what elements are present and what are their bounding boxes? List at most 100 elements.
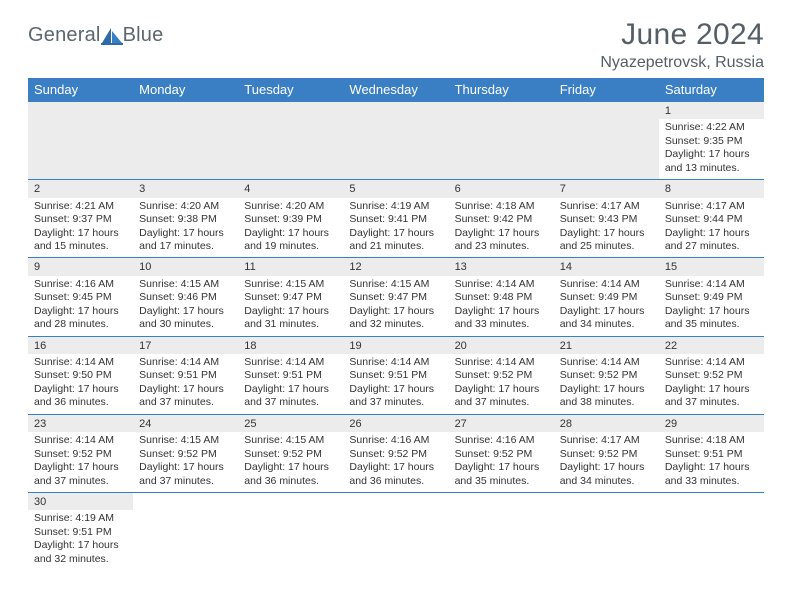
week-row: 2Sunrise: 4:21 AMSunset: 9:37 PMDaylight…	[28, 180, 764, 258]
location: Nyazepetrovsk, Russia	[600, 54, 764, 72]
day-number: 23	[34, 418, 46, 430]
dayhead-fri: Friday	[554, 78, 659, 102]
brand-text-b: Blue	[123, 24, 164, 47]
day-cell: 11Sunrise: 4:15 AMSunset: 9:47 PMDayligh…	[238, 258, 343, 336]
day-cell: 24Sunrise: 4:15 AMSunset: 9:52 PMDayligh…	[133, 414, 238, 492]
sunrise-line: Sunrise: 4:15 AM	[349, 278, 442, 291]
month-title: June 2024	[600, 18, 764, 52]
dayhead-mon: Monday	[133, 78, 238, 102]
day-number: 9	[34, 261, 40, 273]
daylight-line: Daylight: 17 hours and 13 minutes.	[665, 148, 758, 175]
week-row: 9Sunrise: 4:16 AMSunset: 9:45 PMDaylight…	[28, 258, 764, 336]
day-number: 28	[560, 418, 572, 430]
day-number: 21	[560, 340, 572, 352]
sunset-line: Sunset: 9:41 PM	[349, 213, 442, 226]
sunrise-line: Sunrise: 4:14 AM	[665, 356, 758, 369]
day-cell	[133, 492, 238, 570]
day-number: 16	[34, 340, 46, 352]
sunrise-line: Sunrise: 4:17 AM	[560, 200, 653, 213]
day-cell: 17Sunrise: 4:14 AMSunset: 9:51 PMDayligh…	[133, 336, 238, 414]
week-row: 1 Sunrise: 4:22 AMSunset: 9:35 PMDaylight…	[28, 102, 764, 180]
calendar-grid: Sunday Monday Tuesday Wednesday Thursday…	[28, 78, 764, 570]
sunrise-line: Sunrise: 4:14 AM	[349, 356, 442, 369]
day-number: 6	[455, 183, 461, 195]
sunset-line: Sunset: 9:48 PM	[455, 291, 548, 304]
sunset-line: Sunset: 9:35 PM	[665, 135, 758, 148]
sunset-line: Sunset: 9:39 PM	[244, 213, 337, 226]
day-cell	[133, 102, 238, 180]
header: General Blue June 2024 Nyazepetrovsk, Ru…	[28, 18, 764, 72]
daylight-line: Daylight: 17 hours and 36 minutes.	[349, 461, 442, 488]
sunset-line: Sunset: 9:45 PM	[34, 291, 127, 304]
sunset-line: Sunset: 9:52 PM	[560, 369, 653, 382]
sunrise-line: Sunrise: 4:22 AM	[665, 121, 758, 134]
day-cell: 7Sunrise: 4:17 AMSunset: 9:43 PMDaylight…	[554, 180, 659, 258]
daylight-line: Daylight: 17 hours and 33 minutes.	[455, 305, 548, 332]
day-cell	[554, 102, 659, 180]
sunset-line: Sunset: 9:49 PM	[560, 291, 653, 304]
sunrise-line: Sunrise: 4:18 AM	[455, 200, 548, 213]
day-number: 19	[349, 340, 361, 352]
sunset-line: Sunset: 9:42 PM	[455, 213, 548, 226]
day-cell: 26Sunrise: 4:16 AMSunset: 9:52 PMDayligh…	[343, 414, 448, 492]
sunset-line: Sunset: 9:52 PM	[665, 369, 758, 382]
day-cell: 21Sunrise: 4:14 AMSunset: 9:52 PMDayligh…	[554, 336, 659, 414]
day-number: 4	[244, 183, 250, 195]
day-cell: 8Sunrise: 4:17 AMSunset: 9:44 PMDaylight…	[659, 180, 764, 258]
day-cell	[554, 492, 659, 570]
daylight-line: Daylight: 17 hours and 27 minutes.	[665, 227, 758, 254]
dayhead-wed: Wednesday	[343, 78, 448, 102]
day-cell: 10Sunrise: 4:15 AMSunset: 9:46 PMDayligh…	[133, 258, 238, 336]
day-cell: 16Sunrise: 4:14 AMSunset: 9:50 PMDayligh…	[28, 336, 133, 414]
day-cell: 6 Sunrise: 4:18 AMSunset: 9:42 PMDaylight…	[449, 180, 554, 258]
daylight-line: Daylight: 17 hours and 15 minutes.	[34, 227, 127, 254]
week-row: 23 Sunrise: 4:14 AM Sunset: 9:52 PM Dayligh…	[28, 414, 764, 492]
sunset-line: Sunset: 9:43 PM	[560, 213, 653, 226]
day-cell: 30Sunrise: 4:19 AMSunset: 9:51 PMDayligh…	[28, 492, 133, 570]
day-cell: 5Sunrise: 4:19 AMSunset: 9:41 PMDaylight…	[343, 180, 448, 258]
sunrise-line: Sunrise: 4:14 AM	[455, 356, 548, 369]
day-number: 11	[244, 261, 255, 273]
daylight-line: Daylight: 17 hours and 35 minutes.	[665, 305, 758, 332]
sunset-line: Sunset: 9:50 PM	[34, 369, 127, 382]
dayhead-tue: Tuesday	[238, 78, 343, 102]
daylight-line: Daylight: 17 hours and 37 minutes.	[34, 461, 127, 488]
sunset-line: Sunset: 9:51 PM	[139, 369, 232, 382]
week-row: 16 Sunrise: 4:14 AM Sunset: 9:50 PM Dayligh…	[28, 336, 764, 414]
daylight-line: Daylight: 17 hours and 37 minutes.	[139, 461, 232, 488]
sunrise-line: Sunrise: 4:20 AM	[139, 200, 232, 213]
daylight-line: Daylight: 17 hours and 28 minutes.	[34, 305, 127, 332]
day-cell	[659, 492, 764, 570]
sunset-line: Sunset: 9:46 PM	[139, 291, 232, 304]
sunset-line: Sunset: 9:51 PM	[349, 369, 442, 382]
day-number: 13	[455, 261, 467, 273]
daylight-line: Daylight: 17 hours and 25 minutes.	[560, 227, 653, 254]
day-number: 10	[139, 261, 151, 273]
day-number: 8	[665, 183, 671, 195]
sunset-line: Sunset: 9:47 PM	[349, 291, 442, 304]
sunrise-line: Sunrise: 4:14 AM	[34, 434, 127, 447]
day-cell: 20Sunrise: 4:14 AMSunset: 9:52 PMDayligh…	[449, 336, 554, 414]
daylight-line: Daylight: 17 hours and 37 minutes.	[455, 383, 548, 410]
day-number: 5	[349, 183, 355, 195]
daylight-line: Daylight: 17 hours and 32 minutes.	[34, 539, 127, 566]
sunset-line: Sunset: 9:52 PM	[560, 448, 653, 461]
day-number: 25	[244, 418, 256, 430]
day-number: 27	[455, 418, 467, 430]
day-cell	[28, 102, 133, 180]
day-cell	[449, 102, 554, 180]
day-number: 1	[665, 105, 671, 117]
sunset-line: Sunset: 9:37 PM	[34, 213, 127, 226]
dayhead-sun: Sunday	[28, 78, 133, 102]
brand-text-a: General	[28, 24, 101, 47]
day-cell: 28Sunrise: 4:17 AMSunset: 9:52 PMDayligh…	[554, 414, 659, 492]
sunset-line: Sunset: 9:51 PM	[34, 526, 127, 539]
sunrise-line: Sunrise: 4:15 AM	[244, 434, 337, 447]
day-cell: 1 Sunrise: 4:22 AMSunset: 9:35 PMDaylight…	[659, 102, 764, 180]
day-cell	[238, 102, 343, 180]
sunrise-line: Sunrise: 4:15 AM	[139, 278, 232, 291]
daylight-line: Daylight: 17 hours and 23 minutes.	[455, 227, 548, 254]
sunset-line: Sunset: 9:47 PM	[244, 291, 337, 304]
sunrise-line: Sunrise: 4:21 AM	[34, 200, 127, 213]
title-block: June 2024 Nyazepetrovsk, Russia	[600, 18, 764, 72]
